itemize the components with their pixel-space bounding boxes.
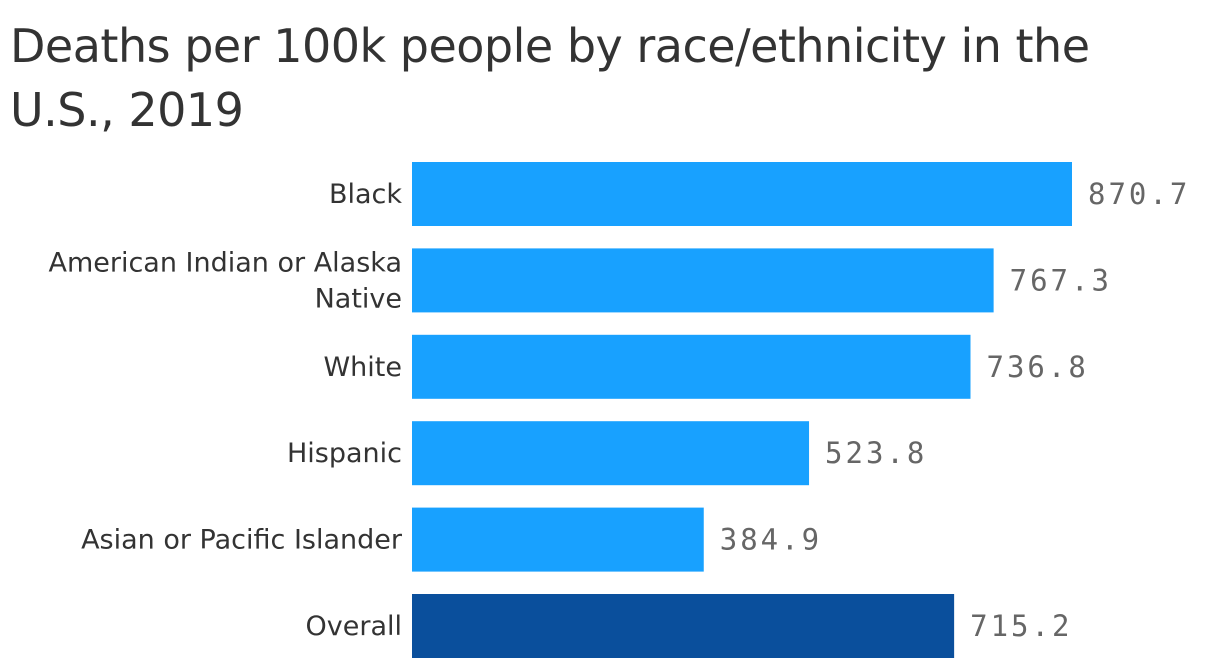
bar-white (412, 334, 971, 399)
value-label-overall: 715.2 (970, 609, 1072, 643)
bar-overall (412, 594, 955, 658)
value-label-black: 870.7 (1088, 177, 1190, 211)
category-label-black: Black (329, 179, 402, 210)
value-label-white: 736.8 (987, 350, 1089, 384)
bar-american-indian-or-alaska-native (412, 248, 994, 313)
category-label-american-indian-or-alaska-native: American Indian or Alaska Native (48, 247, 402, 314)
value-label-hispanic: 523.8 (825, 436, 927, 470)
value-label-asian-or-pacific-islander: 384.9 (720, 523, 822, 557)
bar-asian-or-pacific-islander (412, 507, 704, 572)
chart-title: Deaths per 100k people by race/ethnicity… (10, 19, 1090, 137)
value-label-american-indian-or-alaska-native: 767.3 (1010, 263, 1112, 297)
category-label-overall: Overall (306, 611, 403, 642)
category-label-asian-or-pacific-islander: Asian or Pacific Islander (81, 524, 403, 555)
category-label-hispanic: Hispanic (287, 438, 402, 469)
bar-hispanic (412, 421, 810, 486)
bar-black (412, 162, 1072, 226)
category-label-white: White (323, 351, 402, 382)
